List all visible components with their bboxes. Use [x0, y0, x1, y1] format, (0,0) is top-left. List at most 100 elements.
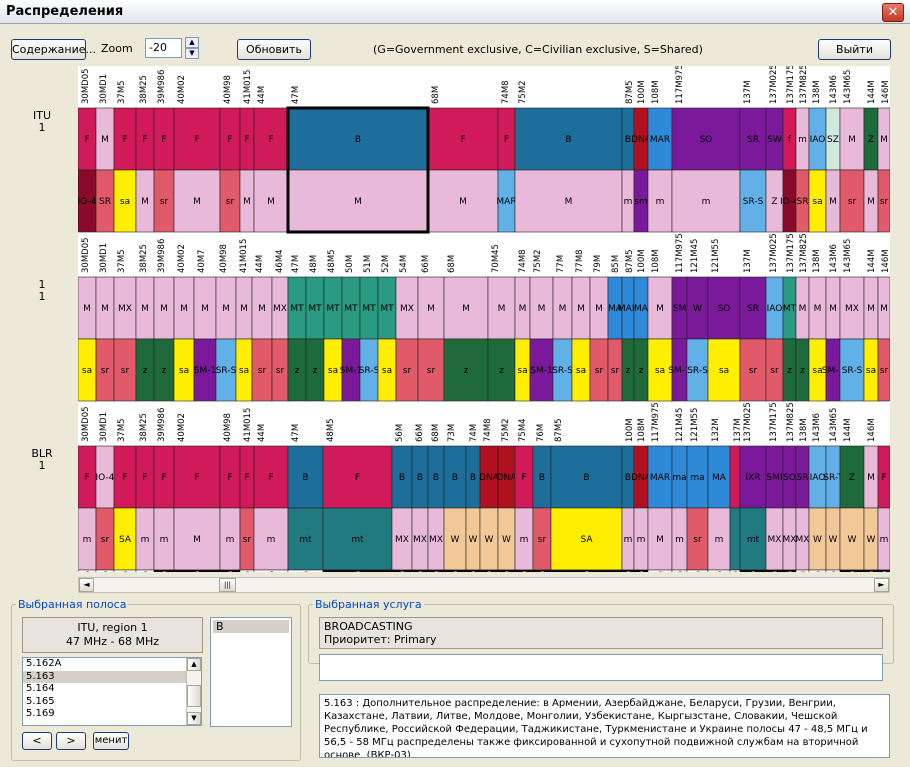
- footnotes-scrollbar[interactable]: ▲ ▼: [186, 658, 201, 725]
- frequency-label: 100M: [625, 418, 635, 442]
- frequency-label: 117M975: [675, 66, 685, 104]
- cell-label: C: [799, 571, 805, 572]
- spin-up-icon[interactable]: ▲: [185, 37, 199, 48]
- services-list[interactable]: B: [210, 617, 292, 727]
- cell-label: M: [267, 197, 275, 207]
- frequency-label: 137M175: [786, 66, 796, 104]
- cell-label: M: [180, 304, 188, 314]
- cell-label: MA: [712, 473, 727, 483]
- cell-label: SMI: [766, 473, 782, 483]
- cell-label: sa: [179, 366, 189, 376]
- cell-label: SZ: [827, 135, 839, 145]
- frequency-label: 52M: [381, 255, 391, 273]
- cell-label: MAR: [650, 473, 670, 483]
- cell-label: z: [800, 366, 805, 376]
- exit-button[interactable]: Выйти: [818, 39, 891, 60]
- frequency-label: 138M: [812, 80, 822, 104]
- list-item[interactable]: 5.164: [26, 683, 55, 694]
- cell-label: M: [799, 304, 807, 314]
- cell-label: SM-1: [340, 366, 362, 376]
- allocation-chart-svg[interactable]: 30MD05 30MD1 37M5 38M25 39M986 40M02 40M98 41M0…: [78, 66, 890, 572]
- list-item-selected[interactable]: 5.163: [23, 670, 201, 683]
- cell-label: B: [625, 473, 631, 483]
- band-cell-secondary: [877, 169, 890, 233]
- frequency-label: 87M5: [625, 80, 635, 104]
- cell-label: MX: [400, 304, 414, 314]
- frequency-label: 144M: [867, 249, 877, 273]
- cell-label: C: [694, 571, 700, 572]
- cell-label: SR: [747, 304, 759, 314]
- frequency-label: 137M825: [786, 402, 796, 442]
- close-button[interactable]: ✕: [882, 3, 904, 22]
- frequency-label: 117M975: [651, 402, 661, 442]
- status-cell: [671, 569, 688, 572]
- band-cell-secondary: [173, 169, 221, 233]
- next-button[interactable]: >: [56, 732, 86, 750]
- frequency-label: 143M6: [812, 413, 822, 442]
- frequency-label: 30MD05: [81, 406, 91, 442]
- cell-label: C: [732, 571, 738, 572]
- cell-label: F: [84, 473, 89, 483]
- list-item[interactable]: 5.162A: [26, 658, 62, 669]
- cell-label: sa: [576, 366, 586, 376]
- cell-label: M: [867, 197, 875, 207]
- spin-down-icon[interactable]: ▼: [185, 48, 199, 59]
- cell-label: SO: [783, 473, 796, 483]
- frequency-label: 50M: [345, 255, 355, 273]
- frequency-label: 40M98: [219, 244, 229, 273]
- cell-label: F: [227, 135, 232, 145]
- cell-label: m: [624, 535, 633, 545]
- status-cell: [411, 569, 429, 572]
- cell-label: IAO: [767, 304, 783, 314]
- zoom-spinner[interactable]: ▲ ▼: [185, 37, 199, 59]
- frequency-label: 74M8: [483, 418, 493, 442]
- title-bar[interactable]: Распределения ✕: [0, 0, 910, 24]
- band-cell-primary: [550, 445, 623, 509]
- prev-button[interactable]: <: [22, 732, 52, 750]
- refresh-button[interactable]: Обновить: [237, 39, 311, 60]
- cell-label: B: [452, 473, 458, 483]
- cell-label: SO: [700, 135, 713, 145]
- contents-button[interactable]: Содержание...: [11, 39, 96, 60]
- scroll-left-icon[interactable]: ◄: [79, 578, 94, 592]
- frequency-label: 66M: [415, 424, 425, 442]
- cell-label: m: [624, 197, 633, 207]
- frequency-label: 137M025: [769, 66, 779, 104]
- horizontal-scrollbar[interactable]: ◄ ||| ►: [78, 577, 890, 593]
- status-cell: [839, 569, 865, 572]
- scroll-right-icon[interactable]: ►: [874, 578, 889, 592]
- cell-label: M: [258, 304, 266, 314]
- scroll-up-icon[interactable]: ▲: [187, 658, 201, 671]
- cell-label: B: [355, 135, 361, 145]
- scroll-thumb[interactable]: [187, 685, 201, 707]
- cell-label: sr: [243, 535, 252, 545]
- status-cell: [633, 569, 649, 572]
- service-detail-field[interactable]: [319, 654, 883, 681]
- cell-label: M: [880, 135, 888, 145]
- footnotes-list[interactable]: 5.162A 5.163 5.164 5.165 5.169 ▲ ▼: [22, 657, 202, 726]
- service-list-item[interactable]: B: [213, 620, 289, 633]
- band-cell-secondary: [739, 169, 767, 233]
- status-cell: [863, 569, 879, 572]
- frequency-label: 38M25: [139, 244, 149, 273]
- cell-label: sa: [517, 366, 527, 376]
- band-cell-secondary: [839, 507, 865, 571]
- cell-label: G: [503, 571, 510, 572]
- cell-label: SO: [718, 304, 731, 314]
- list-item[interactable]: 5.169: [26, 708, 55, 719]
- cell-label: G: [625, 571, 632, 572]
- frequency-label: 143M65: [843, 70, 853, 104]
- zoom-input[interactable]: -20: [145, 38, 182, 58]
- allocation-chart[interactable]: 30MD05 30MD1 37M5 38M25 39M986 40M02 40M98 41M0…: [78, 66, 890, 572]
- frequency-label: 68M: [431, 424, 441, 442]
- cell-label: m: [702, 197, 711, 207]
- band-cell-primary: [739, 445, 767, 509]
- frequency-label: 30MD1: [99, 74, 109, 104]
- list-item[interactable]: 5.165: [26, 695, 55, 707]
- cell-label: M: [222, 304, 230, 314]
- scroll-down-icon[interactable]: ▼: [187, 712, 201, 725]
- scroll-thumb[interactable]: |||: [219, 578, 236, 592]
- cell-label: IO-4: [96, 473, 115, 483]
- change-button[interactable]: менит: [93, 732, 129, 750]
- cell-label: F: [122, 135, 127, 145]
